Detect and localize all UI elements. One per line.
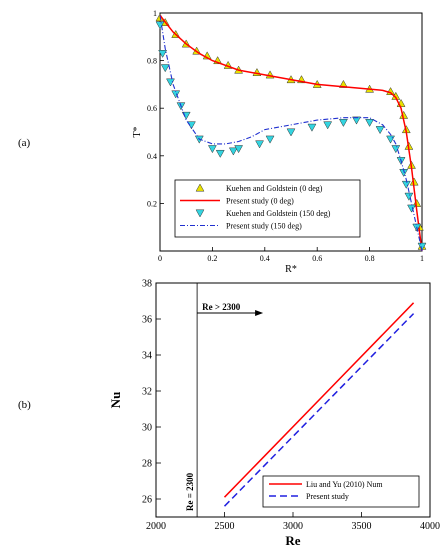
chart-a-data-point [255,140,264,149]
chart-a-legend-label: Kuehen and Goldstein (150 deg) [226,209,331,218]
chart-b-y-tick-label: 38 [142,279,152,290]
chart-a-legend-label: Present study (0 deg) [226,197,294,206]
chart-b-legend-label: Liu and Yu (2010) Num [306,480,383,489]
chart-a-data-point [234,145,244,154]
chart-a-legend-label: Kuehen and Goldstein (0 deg) [226,184,323,193]
chart-a-y-ticks: 0.2 0.4 0.6 0.8 1 [147,9,164,208]
chart-b: 2000 2500 3000 3500 4000 26 28 30 32 34 36 38 Re N… [108,279,440,549]
chart-a-x-tick-label: 1 [420,254,424,263]
panel-a-label: (a) [18,137,31,149]
chart-a-data-point [365,119,375,127]
chart-a-legend-marker [195,183,205,192]
chart-a-y-tick-label: 0.6 [147,104,157,113]
chart-a-data-point [386,87,395,95]
chart-b-series-line [223,302,415,498]
chart-a-data-point [352,116,361,125]
chart-b-y-ticks: 26 28 30 32 34 36 38 [142,279,161,506]
chart-b-legend-label: Present study [306,492,349,501]
chart-a-x-tick-label: 0 [158,254,162,263]
chart-b-arrow-label: Re > 2300 [202,302,241,312]
chart-b-series [223,302,415,507]
chart-a-y-tick-label: 0.4 [147,152,157,161]
chart-a-data-point [407,204,416,213]
chart-a-data-point [286,128,296,137]
chart-a-data-point [375,126,385,135]
chart-b-x-tick-label: 4000 [420,521,440,532]
chart-b-x-tick-label: 3000 [283,521,303,532]
chart-b-x-tick-label: 2500 [215,521,235,532]
chart-a-data-point [207,145,217,154]
chart-a-legend-label: Present study (150 deg) [226,222,302,231]
chart-a-data-point [323,121,333,130]
chart-a-legend-box [174,179,361,238]
chart-a-x-axis-label: R* [285,264,297,275]
chart-b-series-line [223,313,415,507]
chart-b-x-ticks: 2000 2500 3000 3500 4000 [146,512,440,532]
chart-a: 0 0.2 0.4 0.6 0.8 1 0.2 0.4 0.6 0.8 1 R* T* Kuehe… [132,9,427,275]
chart-a-data-point [166,78,175,87]
chart-a-y-tick-label: 1 [153,9,157,18]
chart-a-y-tick-label: 0.2 [147,199,157,208]
chart-a-x-tick-label: 0.2 [207,254,217,263]
chart-b-x-tick-label: 3500 [352,521,372,532]
chart-a-data-point [158,50,168,58]
chart-b-y-tick-label: 34 [142,351,152,362]
panel-b-label: (b) [18,399,31,411]
chart-a-legend: Kuehen and Goldstein (0 deg) Present stud… [174,179,361,238]
chart-a-legend-marker [195,209,205,218]
chart-b-y-tick-label: 28 [142,459,152,470]
chart-a-data-point [386,135,395,144]
chart-a-series [155,13,427,252]
chart-a-y-tick-label: 0.8 [147,57,157,66]
chart-a-data-point [307,123,317,132]
chart-a-data-point [338,119,348,127]
chart-a-data-point [401,180,411,189]
chart-a-data-point [171,90,181,99]
chart-b-y-tick-label: 26 [142,495,152,506]
chart-a-plot-frame [159,12,423,252]
chart-b-y-tick-label: 30 [142,423,152,434]
chart-a-data-point [160,64,170,73]
chart-b-y-axis-label: Nu [108,392,123,409]
chart-a-x-ticks: 0 0.2 0.4 0.6 0.8 1 [158,247,424,263]
chart-b-y-tick-label: 36 [142,315,152,326]
chart-a-x-tick-label: 0.8 [365,254,375,263]
chart-b-legend: Liu and Yu (2010) Num Present study [262,475,420,508]
chart-a-data-point [417,242,427,251]
chart-a-data-point [404,192,414,201]
chart-a-x-tick-label: 0.6 [312,254,322,263]
chart-b-annotations: Re = 2300 Re > 2300 [185,283,264,517]
chart-a-x-tick-label: 0.4 [260,254,270,263]
chart-a-data-point [338,79,348,88]
chart-b-threshold-label: Re = 2300 [185,472,195,511]
chart-b-legend-box [262,475,420,508]
chart-a-data-point [265,135,275,144]
chart-a-data-point [215,149,225,158]
chart-b-x-tick-label: 2000 [146,521,166,532]
chart-a-y-axis-label: T* [132,126,143,137]
chart-b-x-axis-label: Re [285,533,300,548]
chart-a-series-line [159,14,423,252]
chart-b-arrow-head [255,310,264,316]
chart-b-y-tick-label: 32 [142,387,152,398]
chart-a-series-line [159,15,423,252]
chart-a-data-point [228,147,238,156]
